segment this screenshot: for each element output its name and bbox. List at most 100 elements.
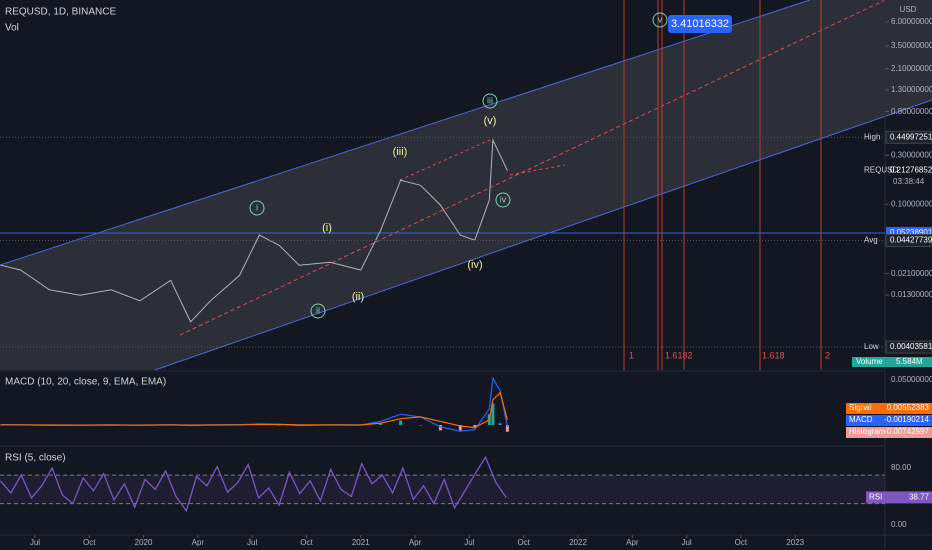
y-tick-label: 0.10000000: [891, 199, 932, 208]
marker-box: [885, 130, 932, 144]
wave-line: [399, 139, 491, 181]
x-tick-label: Oct: [517, 538, 530, 547]
marker-name: Low: [864, 342, 879, 351]
marker-value: 0.21276852: [890, 166, 932, 175]
x-tick-label: Oct: [83, 538, 96, 547]
x-tick-label: 2023: [786, 538, 804, 547]
histogram-bar: [458, 425, 462, 431]
x-tick-label: Jul: [30, 538, 40, 547]
histogram-bar: [473, 425, 477, 427]
y-tick-label: 0.02100000: [891, 269, 932, 278]
fib-label: 1.6182: [665, 350, 693, 360]
wave-label: i: [256, 202, 258, 212]
y-tick-label: 0.30000000: [891, 150, 932, 159]
legend-box: [846, 427, 932, 438]
wave-label: (iv): [467, 259, 482, 271]
x-tick-label: 2021: [352, 538, 370, 547]
wave-label: v: [658, 14, 663, 24]
wave-circle: [652, 12, 668, 28]
histogram-bar: [505, 425, 509, 432]
histogram-bar: [491, 403, 495, 426]
fib-label: 2: [825, 350, 830, 360]
histogram-bar: [277, 424, 281, 426]
x-tick-label: Jul: [464, 538, 474, 547]
x-tick-label: Apr: [626, 538, 639, 547]
fib-lines: [623, 0, 822, 370]
wave-circle: [495, 192, 511, 208]
legend-box: [846, 403, 932, 414]
channel-lower: [154, 99, 932, 371]
x-tick-label: 2020: [135, 538, 153, 547]
target-label: 3.41016332: [671, 18, 729, 30]
marker-value: 0.44997251: [890, 132, 932, 141]
histogram-bar: [498, 423, 502, 426]
wave-label: iv: [500, 194, 507, 204]
x-tick-label: 2022: [569, 538, 587, 547]
wave-label: (i): [322, 222, 332, 234]
macd-title: MACD (10, 20, close, 9, EMA, EMA): [5, 377, 166, 388]
fib-label: 1: [629, 350, 634, 360]
legend-value: -0.00190214: [884, 415, 929, 424]
level-label: 0.05238901: [890, 228, 932, 237]
target-box: [668, 15, 732, 33]
legend-value: -0.00742597: [884, 427, 929, 436]
marker-name: Avg: [864, 236, 878, 245]
x-tick-label: Oct: [735, 538, 748, 547]
channel-upper: [0, 0, 811, 266]
rsi-name: RSI: [869, 493, 882, 502]
volume-label: 5.584M: [896, 357, 923, 366]
marker-box: [885, 340, 932, 354]
x-tick-label: Jul: [681, 538, 691, 547]
x-tick-label: Jul: [247, 538, 257, 547]
marker-box: [885, 233, 932, 247]
y-tick-label: 0.01300000: [891, 290, 932, 299]
y-tick-label: 3.50000000: [891, 41, 932, 50]
wave-circle: [310, 303, 326, 319]
y-tick-label: 2.10000000: [891, 64, 932, 73]
vol-label: Vol: [5, 23, 19, 34]
y-tick-label: 1.30000000: [891, 85, 932, 94]
y-tick-label: 0.00: [891, 520, 907, 529]
wave-label: (ii): [352, 291, 364, 303]
rsi-title: RSI (5, close): [5, 453, 66, 464]
y-tick-label: 80.00: [891, 463, 912, 472]
y-tick-label: 6.00000000: [891, 17, 932, 26]
fib-label: 1.618: [762, 350, 785, 360]
histogram-bar: [438, 425, 442, 431]
wave-label: (v): [484, 115, 497, 127]
currency: USD: [900, 5, 917, 14]
volume-name: Volume: [856, 357, 883, 366]
histogram-bar: [379, 423, 383, 426]
legend-value: 0.00552383: [887, 403, 930, 412]
x-tick-label: Apr: [409, 538, 422, 547]
wave-label: ii: [316, 305, 320, 315]
legend-name: MACD: [849, 415, 873, 424]
wave-label: (iii): [393, 146, 408, 158]
countdown: 03:38:44: [893, 177, 925, 186]
legend-name: Signal: [849, 403, 871, 412]
legend-box: [846, 415, 932, 426]
x-tick-label: Apr: [192, 538, 205, 547]
y-tick-label: 0.80000000: [891, 107, 932, 116]
x-tick-label: Oct: [300, 538, 313, 547]
marker-name: REQUSD: [864, 166, 898, 175]
histogram-bar: [399, 420, 403, 426]
marker-value: 0.04427739: [890, 236, 932, 245]
marker-value: 0.00403581: [890, 342, 932, 351]
rsi-value: 38.77: [909, 493, 930, 502]
marker-name: High: [864, 132, 880, 141]
channel-fill: [0, 0, 932, 370]
wave-label: iii: [487, 95, 493, 105]
wave-circle: [249, 200, 265, 216]
rsi-band: [0, 475, 885, 504]
volume-box: [852, 357, 932, 367]
macd-line: [0, 391, 508, 429]
rsi-box: [866, 491, 932, 504]
y-tick-label: 0.05000000: [891, 375, 932, 384]
wave-circle: [482, 93, 498, 109]
histogram-bar: [419, 425, 423, 426]
symbol: REQUSD, 1D, BINANCE: [5, 7, 116, 18]
legend-name: Histogram: [849, 427, 886, 436]
